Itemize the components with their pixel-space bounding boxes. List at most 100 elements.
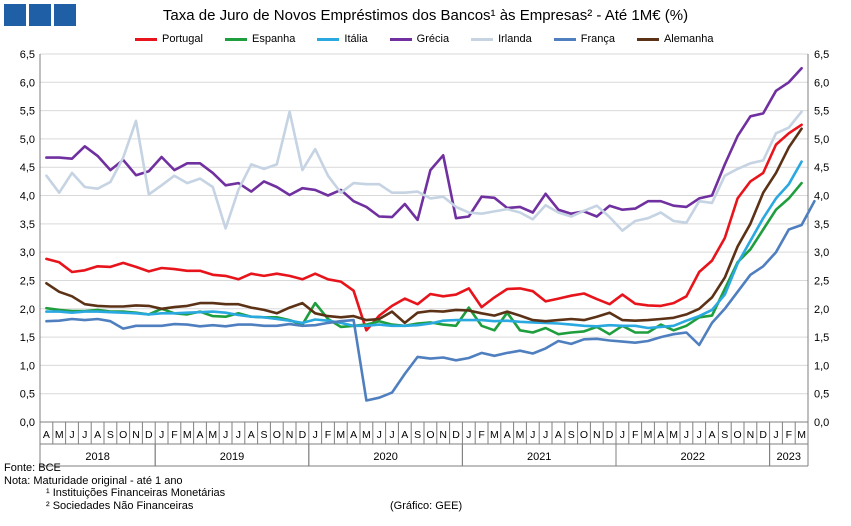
y-tick-label-left: 1,0 <box>20 360 35 372</box>
x-tick-label: J <box>620 429 625 441</box>
chart-credit: (Gráfico: GEE) <box>390 500 463 512</box>
x-tick-label: A <box>555 429 562 441</box>
y-tick-label-right: 0,5 <box>814 389 829 401</box>
x-tick-label: J <box>69 429 74 441</box>
y-tick-label-right: 1,0 <box>814 360 829 372</box>
y-tick-label-left: 4,5 <box>20 162 35 174</box>
logo-block <box>29 4 51 26</box>
x-tick-label: M <box>797 429 806 441</box>
x-tick-label: S <box>414 429 421 441</box>
y-tick-label-left: 3,0 <box>20 247 35 259</box>
x-tick-label: F <box>478 429 484 441</box>
y-tick-label-left: 0,5 <box>20 389 35 401</box>
logo <box>4 4 76 26</box>
x-tick-label: A <box>657 429 664 441</box>
x-tick-label: O <box>580 429 588 441</box>
legend-swatch <box>317 37 340 41</box>
series-line-alemanha <box>45 127 803 325</box>
legend-swatch <box>636 37 659 41</box>
x-tick-label: O <box>734 429 742 441</box>
legend-label: Alemanha <box>663 33 714 45</box>
x-tick-label: M <box>208 429 217 441</box>
x-tick-label: J <box>159 429 164 441</box>
y-tick-label-left: 0,0 <box>20 417 35 429</box>
x-tick-label: M <box>362 429 371 441</box>
x-tick-label: S <box>107 429 114 441</box>
y-tick-label-left: 2,5 <box>20 275 35 287</box>
y-tick-label-left: 6,5 <box>20 49 35 61</box>
x-tick-label: O <box>426 429 434 441</box>
x-tick-label: J <box>377 429 382 441</box>
x-tick-label: J <box>773 429 778 441</box>
logo-block <box>4 4 26 26</box>
year-label: 2021 <box>527 451 551 463</box>
year-label: 2023 <box>777 451 801 463</box>
x-tick-label: F <box>786 429 792 441</box>
legend-item: França <box>553 33 615 45</box>
legend-item: Irlanda <box>471 33 532 45</box>
legend-swatch <box>135 37 157 41</box>
x-tick-label: S <box>568 429 575 441</box>
y-tick-label-right: 1,5 <box>814 332 829 344</box>
y-tick-label-left: 3,5 <box>20 219 35 231</box>
x-tick-label: M <box>644 429 653 441</box>
year-label: 2018 <box>85 451 109 463</box>
legend-item: Grécia <box>389 33 449 45</box>
legend-label: Portugal <box>162 33 203 45</box>
y-tick-label-left: 6,0 <box>20 77 35 89</box>
x-tick-label: F <box>171 429 177 441</box>
y-tick-label-right: 3,0 <box>814 247 829 259</box>
logo-block <box>54 4 76 26</box>
legend-label: Espanha <box>251 33 296 45</box>
y-tick-label-right: 3,5 <box>814 219 829 231</box>
y-tick-label-right: 6,0 <box>814 77 829 89</box>
y-tick-label-right: 6,5 <box>814 49 829 61</box>
legend-label: França <box>580 33 615 45</box>
x-tick-label: M <box>55 429 64 441</box>
x-tick-label: J <box>82 429 87 441</box>
footnote-1: ¹ Instituições Financeiras Monetárias <box>46 487 226 499</box>
y-tick-label-left: 2,0 <box>20 304 35 316</box>
x-tick-label: J <box>313 429 318 441</box>
x-tick-label: N <box>439 429 447 441</box>
x-tick-label: J <box>223 429 228 441</box>
legend-item: Itália <box>317 33 368 45</box>
x-tick-label: J <box>543 429 548 441</box>
legend-swatch <box>553 37 576 41</box>
series-line-frança <box>45 199 816 402</box>
x-tick-label: A <box>248 429 255 441</box>
series-line-itália <box>45 160 803 330</box>
x-tick-label: D <box>606 429 614 441</box>
x-tick-label: D <box>452 429 460 441</box>
legend-label: Irlanda <box>498 33 532 45</box>
y-tick-label-right: 2,5 <box>814 275 829 287</box>
x-tick-label: F <box>632 429 638 441</box>
x-tick-label: M <box>669 429 678 441</box>
series-line-grécia <box>45 66 803 222</box>
x-tick-label: A <box>350 429 357 441</box>
y-tick-label-left: 1,5 <box>20 332 35 344</box>
y-tick-label-right: 2,0 <box>814 304 829 316</box>
series-line-portugal <box>45 123 803 332</box>
x-tick-label: J <box>389 429 394 441</box>
y-tick-label-left: 4,0 <box>20 191 35 203</box>
y-tick-label-left: 5,5 <box>20 106 35 118</box>
x-tick-label: A <box>401 429 408 441</box>
x-tick-label: A <box>94 429 101 441</box>
x-tick-label: A <box>196 429 203 441</box>
year-label: 2019 <box>220 451 244 463</box>
x-tick-label: M <box>336 429 345 441</box>
chart-notes: Fonte: BCE Nota: Maturidade original - a… <box>4 462 225 512</box>
x-tick-label: M <box>516 429 525 441</box>
maturity-note: Nota: Maturidade original - até 1 ano <box>4 474 183 487</box>
x-tick-label: O <box>273 429 281 441</box>
x-tick-label: N <box>747 429 755 441</box>
y-tick-label-right: 0,0 <box>814 417 829 429</box>
chart-legend: Portugal Espanha Itália Grécia Irlanda França… <box>135 33 714 45</box>
x-tick-label: N <box>132 429 140 441</box>
x-tick-label: A <box>504 429 511 441</box>
x-tick-label: N <box>593 429 601 441</box>
x-tick-label: J <box>697 429 702 441</box>
x-tick-label: M <box>183 429 192 441</box>
legend-item: Espanha <box>224 33 296 45</box>
